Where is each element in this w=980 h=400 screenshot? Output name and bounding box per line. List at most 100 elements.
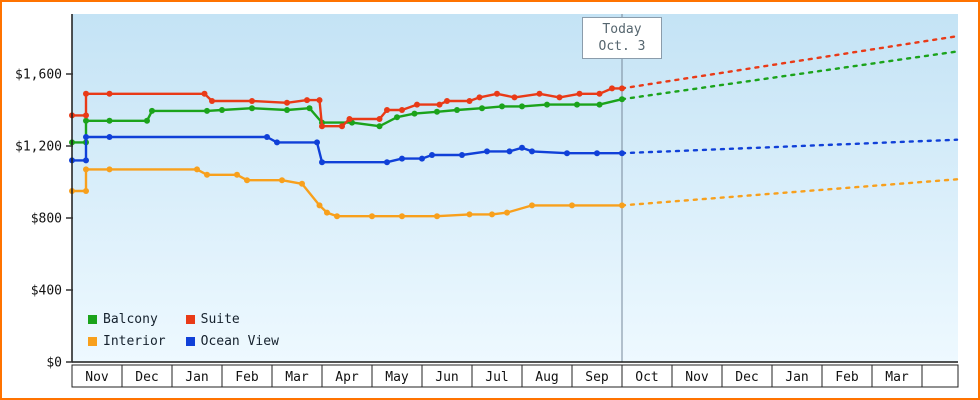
month-axis-band: Nov Dec Jan Feb Mar Apr May Jun Jul Aug Sep Oct Nov D… [71, 364, 959, 388]
data-point-balcony [106, 117, 113, 124]
data-point-interior [106, 166, 113, 173]
data-point-interior [369, 213, 375, 220]
data-point-balcony [574, 101, 580, 108]
data-point-balcony [519, 103, 525, 110]
data-point-interior [279, 177, 285, 184]
legend-label-suite: Suite [200, 312, 240, 327]
data-point-suite [536, 90, 543, 97]
month-label: Oct [635, 370, 658, 385]
month-label: Apr [335, 370, 359, 385]
data-point-ocean-view [399, 155, 405, 162]
series-ocean-view [69, 134, 959, 166]
data-point-suite [83, 90, 89, 97]
legend-item-balcony: Balcony [88, 312, 166, 327]
data-point-suite [304, 97, 310, 104]
data-point-suite [316, 97, 323, 104]
y-axis-label: $1,600 [15, 68, 62, 83]
data-point-suite [201, 90, 208, 97]
month-label: May [385, 370, 409, 385]
series-ocean-view-projected-line [620, 138, 959, 155]
data-point-ocean-view [264, 134, 270, 140]
series-suite [69, 35, 959, 130]
month-label: Nov [85, 370, 109, 385]
month-label: Feb [235, 370, 259, 385]
today-date: Oct. 3 [598, 39, 646, 54]
data-point-ocean-view [384, 159, 390, 166]
data-point-interior [529, 202, 535, 209]
month-label: Feb [835, 370, 859, 385]
month-label: Dec [735, 370, 758, 385]
legend-swatch-interior [88, 337, 97, 346]
legend-label-interior: Interior [103, 334, 166, 349]
month-label: Nov [685, 370, 709, 385]
data-point-ocean-view [429, 152, 435, 158]
legend-swatch-suite [185, 315, 195, 324]
data-point-balcony [619, 96, 625, 103]
data-point-ocean-view [106, 134, 113, 140]
legend-item-ocean-view: Ocean View [185, 334, 279, 349]
data-point-balcony [454, 107, 460, 113]
data-point-suite [384, 107, 390, 113]
legend-label-balcony: Balcony [103, 312, 158, 327]
month-label: Mar [285, 370, 309, 385]
data-point-balcony [149, 107, 155, 114]
data-point-suite [249, 98, 255, 104]
today-marker-label: Today Oct. 3 [582, 17, 662, 59]
data-point-balcony [249, 105, 255, 112]
series-balcony [69, 50, 959, 146]
data-point-suite [319, 123, 325, 130]
data-point-interior [324, 209, 330, 216]
data-point-suite [609, 85, 615, 92]
data-point-ocean-view [529, 148, 535, 155]
data-point-interior [489, 211, 495, 218]
month-label: Dec [135, 370, 158, 385]
data-point-ocean-view [564, 150, 570, 157]
data-point-interior [619, 202, 625, 209]
data-point-suite [376, 116, 383, 122]
data-point-suite [83, 112, 89, 119]
series-interior-projected-line [620, 178, 959, 207]
y-axis-label: $800 [31, 212, 62, 227]
data-point-balcony [479, 105, 485, 112]
data-point-interior [83, 166, 89, 173]
today-label: Today [602, 22, 642, 37]
series-suite-projected-line [620, 35, 959, 90]
data-point-ocean-view [314, 139, 320, 146]
data-point-ocean-view [83, 134, 89, 140]
data-point-suite [476, 94, 483, 101]
data-point-suite [596, 90, 603, 97]
y-axis-label: $1,200 [15, 140, 62, 155]
data-point-balcony [219, 107, 225, 113]
data-point-interior [504, 209, 510, 216]
y-axis-label: $0 [46, 356, 62, 371]
data-point-suite [619, 85, 625, 92]
data-point-ocean-view [419, 155, 425, 162]
data-point-suite [399, 107, 405, 113]
data-point-ocean-view [519, 144, 525, 151]
data-point-balcony [83, 117, 89, 124]
data-point-ocean-view [459, 152, 465, 158]
data-point-interior [194, 166, 200, 173]
data-point-interior [466, 211, 473, 218]
legend-item-interior: Interior [88, 334, 166, 349]
data-point-balcony [411, 110, 418, 117]
data-point-suite [511, 94, 518, 101]
data-point-interior [234, 171, 240, 178]
series-balcony-projected-line [620, 50, 959, 101]
data-point-balcony [306, 105, 313, 112]
month-label: Jan [185, 370, 208, 385]
data-point-interior [204, 171, 210, 178]
data-point-ocean-view [506, 148, 513, 155]
month-label: Mar [885, 370, 909, 385]
legend-swatch-ocean-view [185, 337, 195, 346]
axes: $1,600 $1,200 $800 $400 $0 [15, 14, 958, 371]
y-axis-label: $400 [31, 284, 62, 299]
plot-background [72, 14, 958, 362]
data-point-suite [339, 123, 345, 130]
legend-item-suite: Suite [185, 312, 279, 327]
series-interior-line [72, 168, 622, 218]
month-cell-partial [921, 364, 959, 388]
data-point-balcony [394, 114, 400, 121]
data-point-balcony [499, 103, 505, 110]
